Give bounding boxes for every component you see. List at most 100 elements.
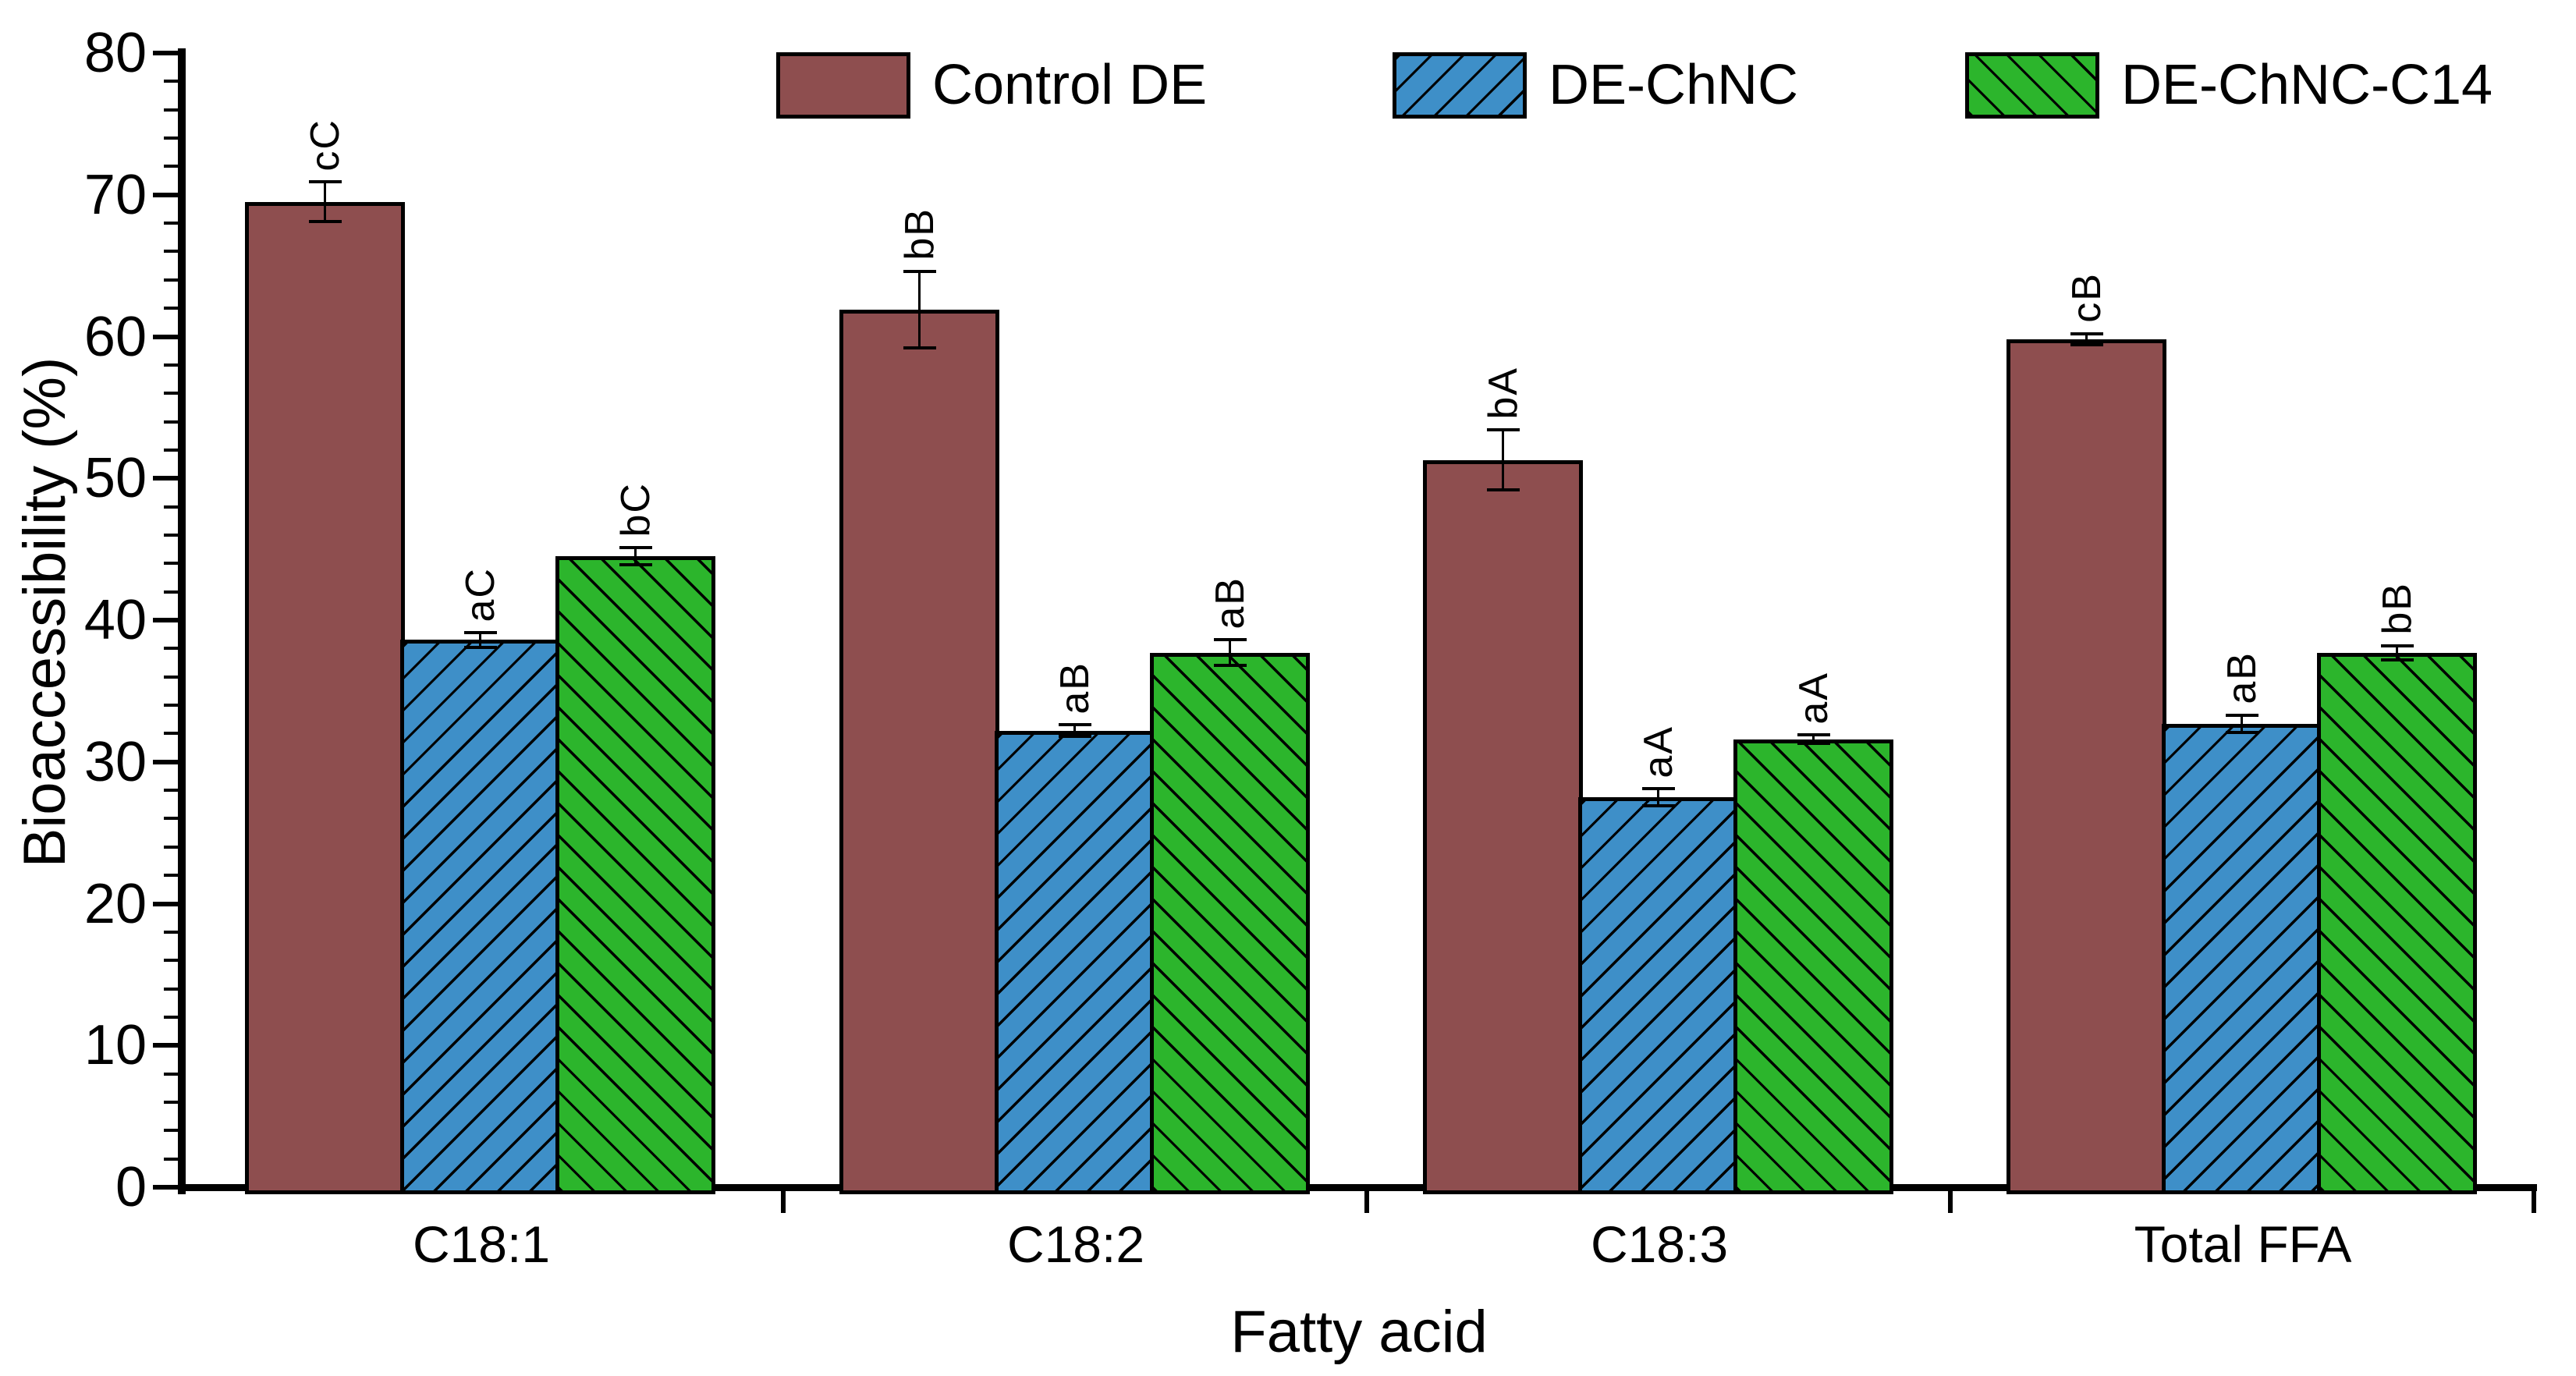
significance-label: bB [897,207,942,261]
error-bar-cap-top [2381,644,2414,647]
error-bar-cap-bottom [1059,735,1091,739]
error-bar-cap-top [1487,428,1520,432]
bar-Control DE-C18:2 [839,309,999,1194]
y-major-tick [153,51,178,55]
x-tick [781,1191,786,1213]
error-bar-cap-top [1214,638,1247,642]
y-minor-tick [164,675,178,679]
error-bar-cap-top [619,546,652,550]
significance-label: aB [2219,651,2265,704]
error-bar [634,548,637,566]
bar-DE-ChNC-Total FFA [2162,723,2322,1194]
y-minor-tick [164,307,178,310]
y-tick-label: 60 [83,305,147,368]
y-major-tick [153,759,178,764]
legend-swatch-Control DE [776,52,910,119]
error-bar [1657,789,1659,807]
x-axis-title: Fatty acid [1230,1299,1488,1365]
error-bar [2396,645,2398,660]
x-category-label: C18:3 [1590,1215,1729,1273]
error-bar-cap-bottom [2226,730,2258,734]
y-minor-tick [164,562,178,566]
error-bar [2085,333,2088,346]
legend-swatch-DE-ChNC-C14 [1965,52,2099,119]
bar-DE-ChNC-C14-C18:3 [1733,739,1893,1194]
error-bar-cap-bottom [903,346,936,350]
error-bar-cap-bottom [1797,742,1830,746]
bar-DE-ChNC-C14-Total FFA [2317,652,2477,1194]
error-bar-cap-top [464,631,497,635]
error-bar-cap-bottom [464,645,497,649]
y-minor-tick [164,930,178,934]
legend-entry-Control DE: Control DE [776,52,1207,119]
error-bar-cap-top [1059,723,1091,727]
error-bar [918,271,921,349]
y-major-tick [153,476,178,481]
y-minor-tick [164,165,178,168]
significance-label: bC [613,481,658,537]
y-minor-tick [164,817,178,821]
y-tick-label: 40 [83,589,147,651]
y-minor-tick [164,533,178,537]
x-category-label: C18:1 [412,1215,551,1273]
y-minor-tick [164,845,178,849]
x-category-label: C18:2 [1006,1215,1145,1273]
x-category-label: Total FFA [2134,1215,2352,1273]
error-bar [1502,430,1504,490]
y-major-tick [153,334,178,339]
x-axis-line [178,1184,2537,1191]
significance-label: bB [2375,582,2420,635]
error-bar-cap-bottom [1642,804,1675,808]
y-minor-tick [164,987,178,991]
legend-swatch-DE-ChNC [1393,52,1527,119]
bar-Control DE-Total FFA [2007,339,2166,1194]
error-bar-cap-bottom [1214,664,1247,668]
y-minor-tick [164,278,178,282]
y-tick-label: 30 [83,730,147,793]
x-tick [2532,1191,2536,1213]
y-minor-tick [164,590,178,594]
error-bar-cap-bottom [2070,343,2103,347]
error-bar [1812,735,1815,744]
y-tick-label: 80 [83,22,147,84]
bar-DE-ChNC-C14-C18:1 [555,556,715,1194]
error-bar [2241,715,2243,732]
y-tick-label: 20 [83,872,147,935]
bar-DE-ChNC-C14-C18:2 [1150,652,1310,1194]
y-minor-tick [164,420,178,424]
bar-DE-ChNC-C18:3 [1578,797,1738,1194]
significance-label: cB [2064,272,2109,323]
y-tick-label: 0 [115,1156,147,1218]
error-bar-cap-top [2226,713,2258,717]
significance-label: aA [1791,671,1836,725]
y-tick-label: 10 [83,1014,147,1077]
y-minor-tick [164,959,178,963]
significance-label: aB [1208,576,1253,629]
y-axis-line [178,48,186,1194]
y-major-tick [153,618,178,622]
error-bar-cap-top [1797,733,1830,737]
legend-entry-DE-ChNC: DE-ChNC [1393,52,1798,119]
y-minor-tick [164,732,178,736]
y-minor-tick [164,1129,178,1133]
y-minor-tick [164,250,178,254]
bar-Control DE-C18:3 [1423,459,1583,1194]
error-bar-cap-bottom [309,220,342,224]
y-minor-tick [164,80,178,83]
bar-DE-ChNC-C18:2 [995,730,1155,1194]
y-tick-label: 50 [83,447,147,510]
significance-label: cC [303,118,348,172]
significance-label: aC [458,566,503,622]
y-minor-tick [164,137,178,140]
y-minor-tick [164,704,178,708]
y-major-tick [153,1185,178,1190]
y-minor-tick [164,1072,178,1076]
y-minor-tick [164,1100,178,1104]
y-minor-tick [164,1015,178,1019]
x-tick [1364,1191,1369,1213]
y-axis-title: Bioaccessibility (%) [12,356,78,868]
y-minor-tick [164,363,178,367]
y-minor-tick [164,222,178,225]
error-bar-cap-top [903,269,936,273]
